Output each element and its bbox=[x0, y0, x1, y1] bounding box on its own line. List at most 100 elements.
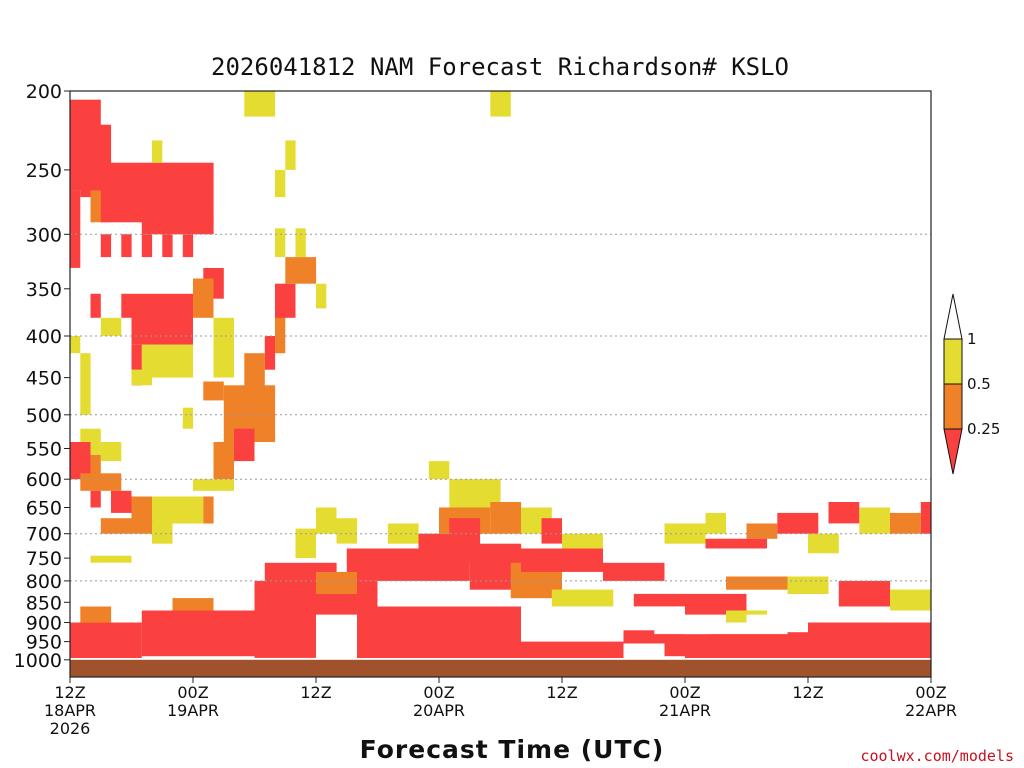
heatmap-cell bbox=[490, 91, 511, 117]
heatmap-cell bbox=[623, 643, 665, 660]
y-tick-label: 600 bbox=[26, 469, 62, 491]
heatmap-cell bbox=[70, 442, 91, 480]
heatmap-cell bbox=[746, 523, 778, 539]
y-tick-label: 800 bbox=[26, 571, 62, 593]
heatmap-cell bbox=[541, 622, 603, 640]
legend-label: 0.5 bbox=[967, 375, 991, 393]
heatmap-cell bbox=[808, 533, 839, 554]
heatmap-cell bbox=[521, 548, 603, 572]
x-tick-label: 12Z bbox=[792, 683, 823, 702]
legend-swatch bbox=[943, 293, 963, 340]
heatmap-cell bbox=[890, 589, 931, 611]
heatmap-cell bbox=[654, 622, 706, 635]
heatmap-cell bbox=[121, 234, 132, 258]
heatmap-cells bbox=[70, 91, 932, 660]
x-tick-label: 00Z bbox=[177, 683, 208, 702]
x-tick-label: 12Z bbox=[300, 683, 331, 702]
heatmap-cell bbox=[131, 369, 152, 386]
y-tick-label: 900 bbox=[26, 613, 62, 635]
heatmap-cell bbox=[387, 523, 419, 544]
heatmap-cell bbox=[859, 507, 891, 534]
heatmap-cell bbox=[705, 538, 767, 549]
heatmap-cell bbox=[90, 293, 101, 318]
heatmap-cell bbox=[203, 496, 214, 524]
heatmap-cell bbox=[726, 576, 788, 590]
x-tick-label: 00Z bbox=[423, 683, 454, 702]
heatmap-cell bbox=[90, 555, 132, 563]
heatmap-cell bbox=[152, 496, 204, 524]
y-tick-label: 300 bbox=[26, 224, 62, 246]
y-tick-label: 850 bbox=[26, 592, 62, 614]
heatmap-cell bbox=[111, 490, 132, 513]
heatmap-cell bbox=[890, 512, 921, 534]
heatmap-cell bbox=[141, 234, 153, 258]
y-tick-label: 200 bbox=[26, 81, 62, 103]
x-tick-label: 21APR bbox=[659, 701, 711, 720]
legend-swatch bbox=[943, 383, 963, 430]
heatmap-cell bbox=[70, 190, 81, 268]
y-tick-label: 550 bbox=[26, 439, 62, 461]
heatmap-cell bbox=[838, 580, 891, 607]
y-tick-label: 250 bbox=[26, 160, 62, 182]
heatmap-cell bbox=[141, 216, 214, 235]
heatmap-cell bbox=[152, 523, 173, 544]
y-tick-label: 450 bbox=[26, 368, 62, 390]
heatmap-cell bbox=[275, 228, 286, 257]
heatmap-cell bbox=[203, 381, 224, 401]
x-axis-label: Forecast Time (UTC) bbox=[360, 735, 665, 764]
x-tick-label: 00Z bbox=[669, 683, 700, 702]
heatmap-cell bbox=[316, 283, 327, 309]
y-tick-label: 950 bbox=[26, 632, 62, 654]
x-tick-label: 12Z bbox=[546, 683, 577, 702]
heatmap-cell bbox=[100, 162, 214, 223]
heatmap-cell bbox=[418, 533, 480, 563]
heatmap-cell bbox=[141, 610, 255, 657]
y-tick-label: 750 bbox=[26, 548, 62, 570]
y-tick-label: 500 bbox=[26, 405, 62, 427]
heatmap-cell bbox=[70, 622, 142, 658]
legend: 0.25 0.5 1 bbox=[943, 293, 1000, 475]
heatmap-cell bbox=[234, 428, 255, 462]
heatmap-cell bbox=[213, 317, 234, 378]
heatmap-cell bbox=[603, 562, 665, 581]
heatmap-cell bbox=[521, 641, 624, 658]
y-tick-label: 400 bbox=[26, 326, 62, 348]
x-tick-label: 19APR bbox=[167, 701, 219, 720]
heatmap-cell bbox=[162, 234, 173, 258]
credit-text: coolwx.com/models bbox=[860, 747, 1014, 765]
chart-title: 2026041812 NAM Forecast Richardson# KSLO bbox=[211, 53, 789, 81]
heatmap-cell bbox=[275, 169, 286, 198]
heatmap-cell bbox=[152, 140, 163, 163]
heatmap-cell bbox=[541, 518, 562, 544]
heatmap-cell bbox=[131, 293, 193, 345]
y-tick-label: 650 bbox=[26, 498, 62, 520]
heatmap-cell bbox=[787, 576, 829, 594]
heatmap-cell bbox=[100, 518, 153, 534]
heatmap-cell bbox=[80, 473, 122, 491]
heatmap-cell bbox=[633, 593, 686, 607]
x-tick-label: 22APR bbox=[905, 701, 957, 720]
heatmap-cell bbox=[193, 479, 234, 491]
legend-swatch bbox=[943, 338, 963, 385]
ground-layer bbox=[70, 659, 931, 677]
y-tick-label: 1000 bbox=[14, 650, 62, 672]
heatmap-cell bbox=[275, 283, 296, 318]
heatmap-cell bbox=[182, 407, 194, 429]
heatmap-cell bbox=[285, 257, 317, 284]
heatmap-cell bbox=[80, 606, 112, 623]
heatmap-cell bbox=[562, 533, 603, 549]
heatmap-cell bbox=[244, 353, 265, 393]
heatmap-cell bbox=[172, 598, 214, 611]
heatmap-cell bbox=[100, 317, 122, 336]
heatmap-cell bbox=[182, 234, 194, 258]
heatmap-cell bbox=[316, 507, 337, 534]
gridlines bbox=[70, 233, 931, 582]
heatmap-cell bbox=[100, 234, 112, 258]
heatmap-cell bbox=[777, 512, 819, 534]
x-tick-label: 20APR bbox=[413, 701, 465, 720]
heatmap-cell bbox=[80, 353, 91, 415]
heatmap-cell bbox=[70, 336, 81, 354]
heatmap-cell bbox=[357, 606, 521, 658]
